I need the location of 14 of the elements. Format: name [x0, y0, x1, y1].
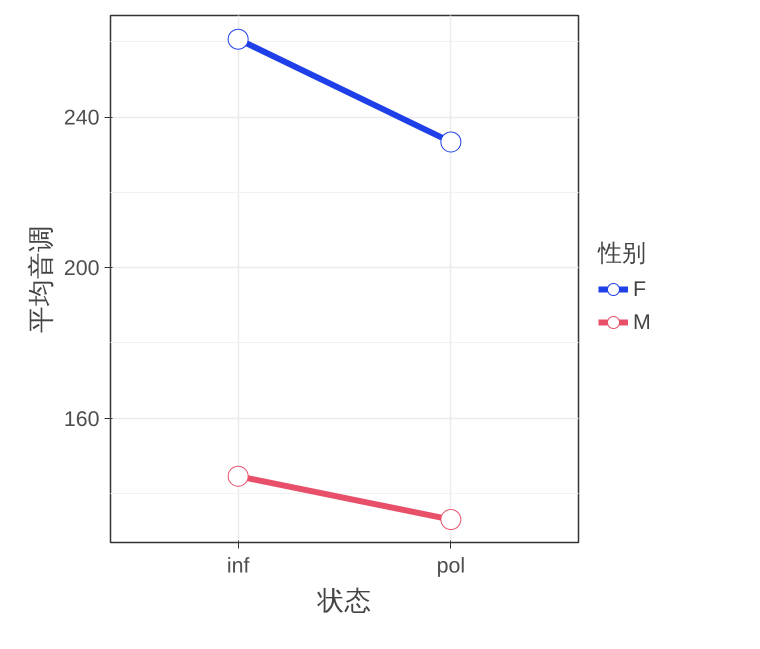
point: [440, 509, 462, 530]
x-tick-label: inf: [226, 554, 250, 578]
point: [228, 28, 249, 50]
y-tick-label: 160: [64, 406, 100, 431]
point: [440, 132, 462, 152]
x-tick-label: pol: [436, 554, 466, 578]
legend-label: F: [633, 276, 648, 302]
x-axis-title: 状态: [316, 586, 372, 616]
point: [228, 466, 249, 487]
legend-title: 性别: [598, 239, 647, 269]
legend-label: M: [633, 310, 652, 334]
y-axis-title: 平均音调: [26, 225, 56, 333]
y-tick-label: 240: [64, 106, 100, 130]
y-tick-label: 200: [64, 256, 100, 280]
